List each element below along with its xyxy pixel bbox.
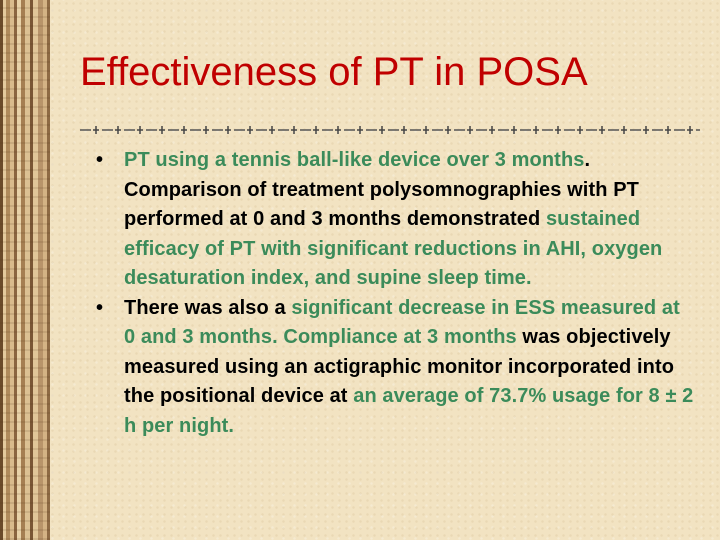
bullet-list: • PT using a tennis ball-like device ove… — [96, 146, 696, 441]
slide-title: Effectiveness of PT in POSA — [80, 50, 588, 94]
bullet-2-segment-1: There was also a — [124, 296, 292, 319]
decorative-divider — [80, 126, 700, 134]
decorative-left-border — [0, 0, 50, 540]
bullet-2-segment-3: was objectively measured using an actigr… — [124, 326, 675, 407]
bullet-2-segment-4: an average of 73.7% usage for 8 ± 2 h pe… — [124, 385, 694, 437]
bullet-1-segment-2: . Comparison of treatment polysomnograph… — [124, 149, 639, 230]
bullet-marker: • — [96, 149, 104, 171]
bullet-item-2: • There was also a significant decrease … — [96, 294, 696, 442]
bullet-item-1: • PT using a tennis ball-like device ove… — [96, 146, 696, 294]
bullet-2-segment-2: significant decrease in ESS measured at … — [124, 296, 680, 349]
bullet-marker: • — [96, 296, 104, 319]
bullet-1-segment-1: PT using a tennis ball-like device over … — [124, 149, 585, 171]
bullet-1-segment-3: sustained efficacy of PT with significan… — [124, 208, 663, 289]
